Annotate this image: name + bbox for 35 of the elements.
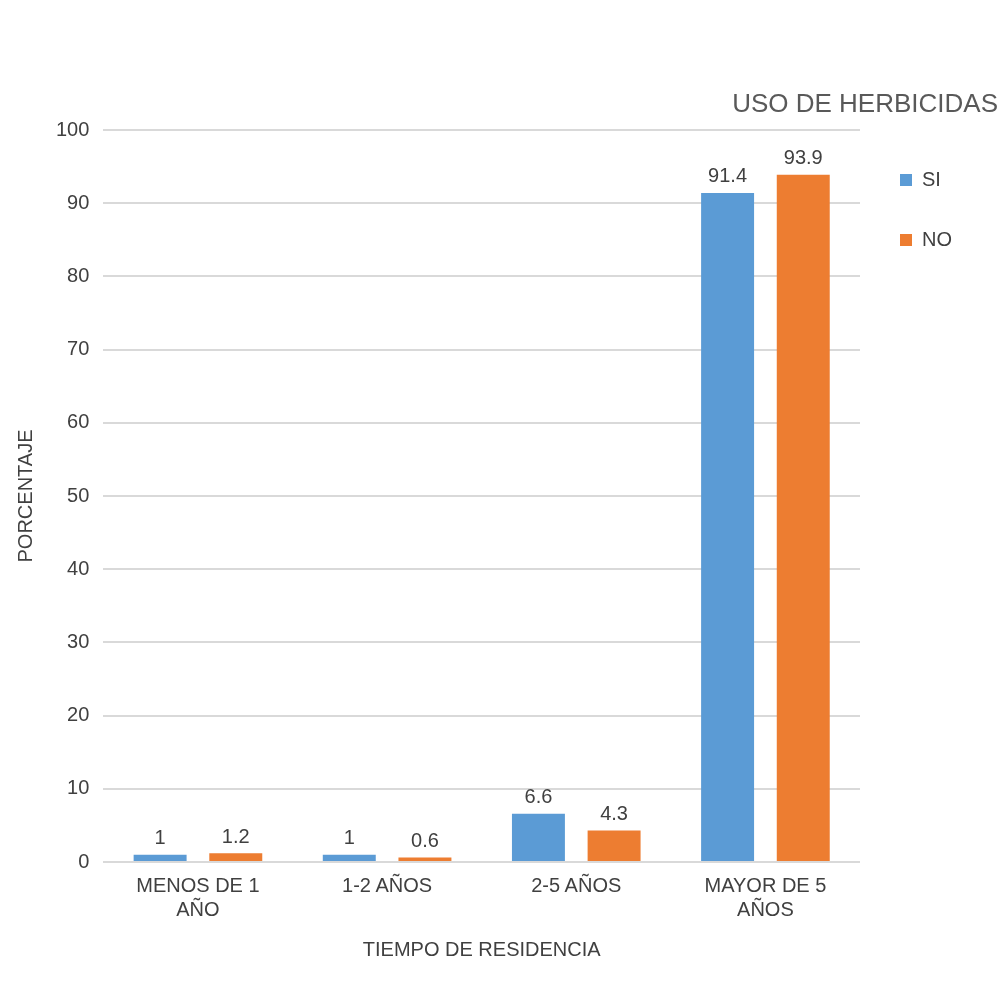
bar	[587, 830, 641, 861]
y-tick-label: 40	[67, 556, 90, 579]
data-label: 6.6	[524, 785, 553, 808]
data-label: 1.2	[221, 824, 250, 847]
x-tick-label: MENOS DE 1 AÑO	[136, 873, 260, 920]
y-tick-label: 60	[67, 410, 90, 433]
bar	[701, 192, 755, 861]
bar	[133, 854, 187, 861]
y-tick-label: 10	[67, 776, 90, 799]
y-tick-label: 100	[55, 117, 90, 140]
legend-label: NO	[922, 227, 952, 250]
legend-label: SI	[922, 167, 941, 190]
bar	[209, 853, 263, 861]
y-tick-label: 70	[67, 337, 90, 360]
y-tick-label: 30	[67, 629, 90, 652]
data-label: 1	[154, 826, 166, 849]
data-label: 4.3	[600, 802, 628, 825]
data-label: 91.4	[708, 164, 748, 187]
x-tick-label: MAYOR DE 5 AÑOS	[704, 873, 827, 920]
y-tick-label: 0	[78, 849, 90, 872]
y-tick-label: 50	[67, 483, 90, 506]
bar	[511, 813, 565, 861]
data-label: 93.9	[783, 146, 823, 169]
y-axis-title: PORCENTAJE	[13, 429, 36, 563]
y-tick-label: 20	[67, 703, 90, 726]
x-axis-title: TIEMPO DE RESIDENCIA	[362, 937, 602, 960]
bar	[776, 174, 830, 861]
y-tick-label: 90	[67, 190, 90, 213]
x-tick-label: 1-2 AÑOS	[342, 872, 433, 896]
data-label: 0.6	[411, 829, 439, 852]
data-label: 1	[343, 826, 355, 849]
legend-title: USO DE HERBICIDAS	[732, 88, 998, 119]
bar	[322, 854, 376, 861]
y-tick-label: 80	[67, 263, 90, 286]
x-tick-label: 2-5 AÑOS	[531, 872, 622, 896]
